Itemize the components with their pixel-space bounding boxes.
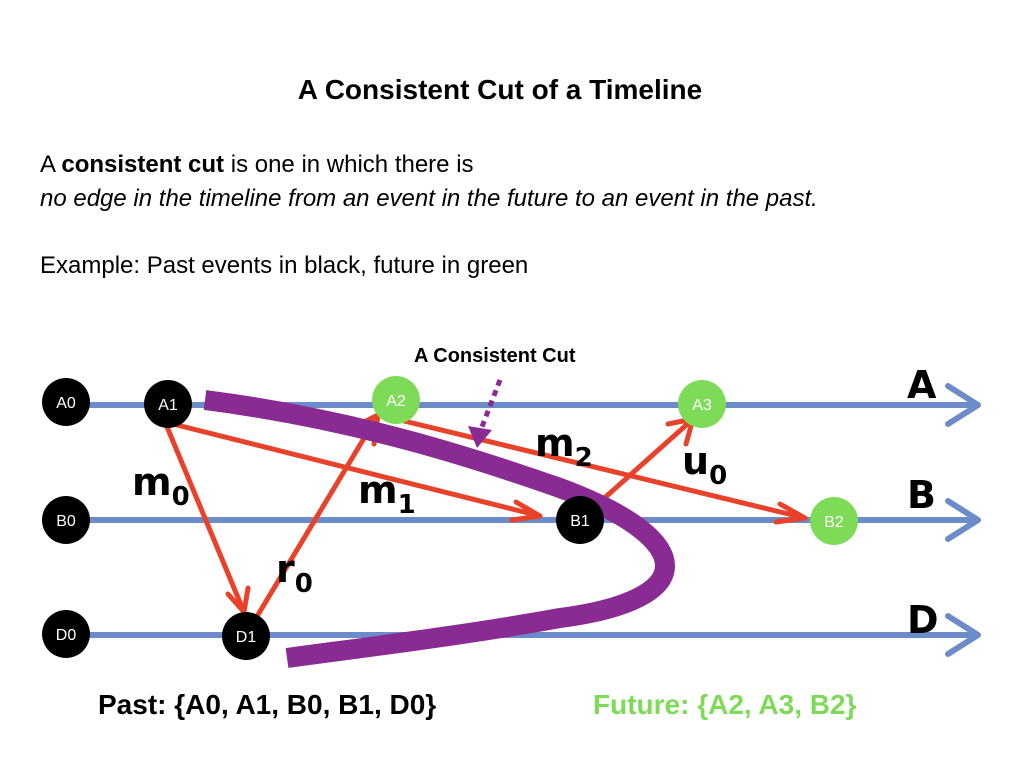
message-m0: m0: [132, 419, 251, 615]
definition-line-1: A consistent cut is one in which there i…: [40, 148, 818, 182]
event-A3-label: A3: [692, 397, 712, 414]
event-B0: B0: [42, 496, 90, 544]
message-m2-arrow: [397, 417, 808, 521]
message-m2-base: m: [535, 421, 575, 465]
cut-pointer-arrowhead: [468, 426, 492, 448]
message-m0-base: m: [132, 460, 172, 504]
definition-term: consistent cut: [61, 151, 225, 178]
timeline-A-arrowhead: [945, 383, 981, 427]
event-B2: B2: [810, 497, 858, 545]
message-r0-base: r: [276, 547, 295, 591]
event-B2-label: B2: [824, 514, 844, 531]
timeline-A: A: [60, 363, 981, 427]
event-A3: A3: [678, 380, 726, 428]
event-B1-node: [556, 496, 604, 544]
event-D1-label: D1: [236, 629, 257, 646]
event-D0-label: D0: [56, 627, 77, 644]
event-D1-node: [222, 612, 270, 660]
message-m2-subscript: 2: [575, 443, 593, 473]
event-B0-label: B0: [56, 513, 76, 530]
event-A3-node: [678, 380, 726, 428]
message-m0-label: m0: [132, 460, 190, 512]
event-A1: A1: [144, 380, 192, 428]
event-A2-label: A2: [386, 393, 406, 410]
message-r0-label: r0: [276, 547, 313, 599]
future-set: Future: {A2, A3, B2}: [593, 689, 857, 720]
event-A2-node: [372, 376, 420, 424]
timeline-B-arrowhead: [945, 498, 981, 542]
timeline-A-label: A: [907, 363, 937, 407]
event-D1: D1: [222, 612, 270, 660]
event-A1-node: [144, 380, 192, 428]
message-m1: m1: [162, 419, 543, 523]
event-B2-node: [810, 497, 858, 545]
event-D0-node: [42, 610, 90, 658]
message-u0-subscript: 0: [709, 461, 727, 491]
event-A0-node: [42, 378, 90, 426]
timeline-B-label: B: [907, 473, 936, 517]
message-m2-label: m2: [535, 421, 593, 473]
definition-text: A consistent cut is one in which there i…: [40, 148, 818, 216]
message-r0-arrow: [247, 412, 381, 631]
message-m0-subscript: 0: [172, 482, 190, 512]
example-text: Example: Past events in black, future in…: [40, 252, 529, 279]
page-title: A Consistent Cut of a Timeline: [297, 74, 703, 105]
past-set: Past: {A0, A1, B0, B1, D0}: [98, 689, 437, 720]
event-A0-label: A0: [56, 395, 76, 412]
message-m2: m2: [397, 417, 808, 525]
timeline-D-arrowhead: [945, 613, 981, 657]
message-m1-subscript: 1: [398, 490, 416, 520]
timeline-D-label: D: [907, 598, 939, 642]
message-u0-label: u0: [682, 439, 727, 491]
event-A0: A0: [42, 378, 90, 426]
consistent-cut-curve: [203, 390, 675, 668]
definition-prefix: A: [40, 151, 62, 178]
event-A2: A2: [372, 376, 420, 424]
event-B1-label: B1: [570, 513, 590, 530]
event-B0-node: [42, 496, 90, 544]
event-A1-label: A1: [158, 397, 178, 414]
definition-line-2: no edge in the timeline from an event in…: [40, 185, 818, 212]
cut-pointer-line: [477, 379, 503, 433]
event-D0: D0: [42, 610, 90, 658]
message-m1-label: m1: [358, 468, 416, 520]
message-m1-arrowhead: [509, 499, 543, 523]
cut-label: A Consistent Cut: [414, 345, 576, 367]
message-r0-subscript: 0: [295, 569, 313, 599]
event-B1: B1: [556, 496, 604, 544]
message-m1-arrow: [162, 419, 543, 519]
message-m2-arrowhead: [773, 501, 808, 525]
message-m1-base: m: [358, 468, 398, 512]
message-m0-arrow: [162, 419, 247, 615]
message-m0-arrowhead: [225, 585, 251, 615]
definition-suffix: is one in which there is: [224, 151, 474, 178]
message-u0-base: u: [682, 439, 709, 483]
